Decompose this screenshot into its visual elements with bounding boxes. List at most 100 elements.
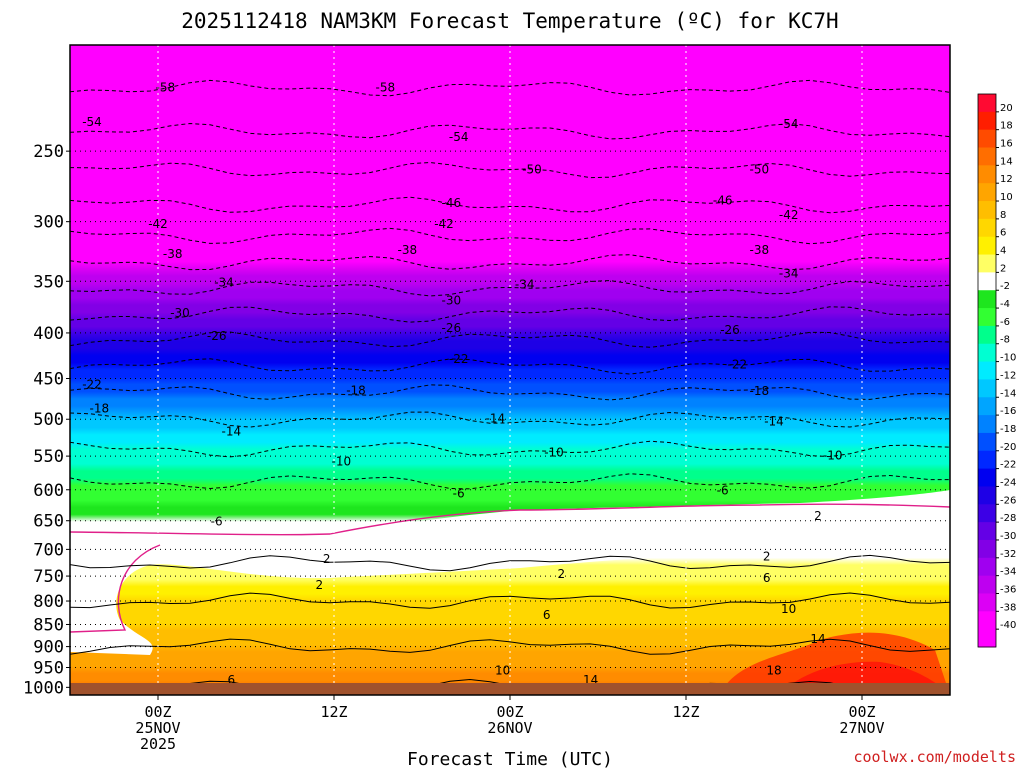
freezing-layer-band	[70, 490, 950, 655]
x-tick-label: 2025	[140, 735, 176, 753]
y-tick-label: 950	[33, 659, 64, 679]
y-tick-label: 900	[33, 638, 64, 658]
colorbar-label: 4	[1000, 246, 1006, 257]
zero-degree-isotherm-lower	[70, 544, 161, 633]
contour-label: -14	[486, 411, 506, 425]
y-tick-label: 650	[33, 512, 64, 532]
y-tick-label: 350	[33, 272, 64, 292]
source-credit: coolwx.com/modelts	[853, 748, 1016, 766]
contour-label: -10	[823, 448, 843, 462]
colorbar-swatch	[978, 593, 996, 612]
colorbar-swatch	[978, 272, 996, 291]
contour-label: -38	[163, 247, 183, 261]
colorbar-label: -4	[1000, 299, 1010, 310]
colorbar-swatch	[978, 254, 996, 273]
contour-label: -6	[211, 514, 223, 528]
contour-label: -38	[750, 243, 770, 257]
contour-label: -46	[713, 193, 733, 207]
colorbar-swatch	[978, 629, 996, 648]
colorbar-label: -30	[1000, 531, 1016, 542]
x-tick-label: 27NOV	[839, 719, 884, 737]
colorbar-swatch	[978, 397, 996, 416]
contour-label: 10	[781, 602, 796, 616]
x-tick-label: 12Z	[672, 703, 699, 721]
isotherm-line	[70, 280, 950, 297]
contour-label: -46	[442, 196, 462, 210]
contour-label: -58	[376, 80, 396, 94]
contour-label: -26	[207, 329, 227, 343]
colorbar-swatch	[978, 468, 996, 487]
colorbar-swatch	[978, 504, 996, 523]
colorbar-label: -12	[1000, 370, 1016, 381]
isotherm-line	[70, 306, 950, 323]
contour-label: 2	[763, 550, 771, 564]
x-axis-label: Forecast Time (UTC)	[407, 749, 613, 768]
colorbar-swatch	[978, 147, 996, 166]
contour-label: -34	[515, 278, 535, 292]
contour-label: 6	[228, 673, 236, 687]
isotherm-line	[70, 440, 950, 458]
colorbar-swatch	[978, 236, 996, 256]
isotherm-line	[70, 161, 950, 179]
contour-label: 14	[810, 632, 825, 646]
colorbar-swatch	[978, 522, 996, 541]
colorbar-swatch	[978, 343, 996, 363]
colorbar-swatch	[978, 218, 996, 238]
contour-label: -42	[779, 208, 799, 222]
isotherm-line	[70, 554, 950, 572]
y-tick-label: 800	[33, 592, 64, 612]
colorbar-label: -32	[1000, 549, 1016, 560]
colorbar-swatch	[978, 201, 996, 220]
contour-label: 6	[543, 608, 551, 622]
colorbar-label: -16	[1000, 406, 1016, 417]
colorbar-label: 2	[1000, 263, 1006, 274]
y-tick-label: 400	[33, 324, 64, 344]
colorbar-label: -10	[1000, 353, 1016, 364]
chart-title: 2025112418 NAM3KM Forecast Temperature (…	[181, 9, 838, 33]
isotherm-line	[70, 473, 950, 490]
contour-label: -26	[720, 323, 740, 337]
contour-label: -14	[222, 424, 242, 438]
colorbar-label: -34	[1000, 567, 1016, 578]
x-tick-label: 26NOV	[487, 719, 532, 737]
contour-label: -30	[170, 306, 190, 320]
colorbar-label: 16	[1000, 139, 1013, 150]
isotherm-line	[70, 196, 950, 214]
x-tick-label: 00Z	[144, 703, 171, 721]
isotherm-line	[70, 411, 950, 428]
contour-label: -54	[779, 117, 799, 131]
isotherm-line	[70, 592, 950, 609]
y-tick-label: 500	[33, 410, 64, 430]
colorbar-label: -40	[1000, 620, 1016, 631]
colorbar-swatch	[978, 450, 996, 470]
colorbar-swatch	[978, 94, 996, 113]
y-tick-label: 550	[33, 447, 64, 467]
contour-label: -42	[434, 217, 454, 231]
colorbar-label: -36	[1000, 584, 1016, 595]
colorbar-swatch	[978, 486, 996, 505]
contour-label: -10	[544, 446, 564, 460]
colorbar-swatch	[978, 539, 996, 559]
contour-label: 2	[558, 567, 566, 581]
contour-label: -34	[214, 275, 234, 289]
isotherm-line	[70, 254, 950, 271]
contour-label: -26	[442, 321, 462, 335]
contour-label: -30	[442, 294, 462, 308]
contour-label: 6	[763, 571, 771, 585]
x-tick-label: 25NOV	[135, 719, 180, 737]
colorbar-swatch	[978, 165, 996, 184]
contour-label: -50	[522, 162, 542, 176]
contour-label: 10	[495, 663, 510, 677]
colorbar-label: -8	[1000, 335, 1010, 346]
contour-label: -10	[332, 455, 352, 469]
isotherm-line	[70, 358, 950, 375]
colorbar-swatch	[978, 290, 996, 309]
contour-label: -58	[156, 80, 176, 94]
colorbar: 20 18 16 14 12 10 8 6 4 2 -2 -4 -6 -8 -10 -12 -14 -16 -18 -…	[977, 93, 1016, 648]
contour-label: -50	[750, 162, 770, 176]
colorbar-swatch	[978, 575, 996, 594]
contour-label: -22	[82, 377, 102, 391]
y-tick-label: 850	[33, 615, 64, 635]
contour-label: -14	[764, 415, 784, 429]
